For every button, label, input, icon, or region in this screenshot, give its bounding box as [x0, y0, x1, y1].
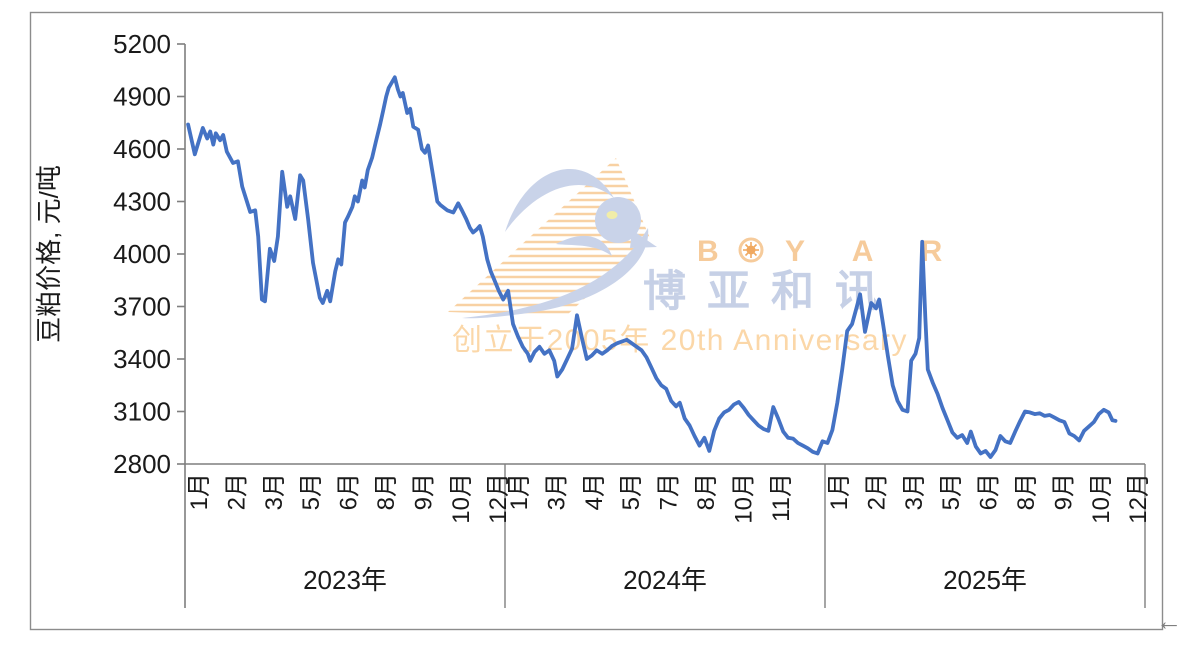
month-tick-label: 8月	[693, 473, 720, 510]
y-tick-label: 3100	[113, 397, 171, 427]
month-tick-label: 1月	[826, 473, 853, 510]
y-tick-label: 4900	[113, 82, 171, 112]
month-tick-label: 10月	[1088, 473, 1115, 524]
year-label: 2023年	[303, 565, 387, 595]
resize-arrow-icon: ←	[1156, 606, 1178, 636]
month-tick-label: 8月	[373, 473, 400, 510]
month-tick-label: 5月	[298, 473, 325, 510]
month-tick-label: 10月	[448, 473, 475, 524]
y-tick-label: 3700	[113, 292, 171, 322]
month-tick-label: 8月	[1013, 473, 1040, 510]
bird-eye-icon	[606, 211, 618, 219]
month-tick-label: 5月	[938, 473, 965, 510]
year-label: 2025年	[943, 565, 1027, 595]
year-label: 2024年	[623, 565, 707, 595]
month-tick-label: 6月	[976, 473, 1003, 510]
chart-border	[29, 11, 1164, 631]
watermark-brand-b: B	[697, 235, 739, 268]
y-axis-title: 豆粕价格, 元/吨	[34, 165, 64, 343]
month-tick-label: 12月	[485, 473, 512, 524]
y-tick-label: 3400	[113, 344, 171, 374]
month-tick-label: 9月	[410, 473, 437, 510]
y-tick-label: 4300	[113, 187, 171, 217]
month-tick-label: 1月	[186, 473, 213, 510]
y-tick-label: 5200	[113, 29, 171, 59]
sun-o-icon	[738, 237, 764, 263]
month-tick-label: 11月	[768, 473, 795, 522]
month-tick-label: 2月	[223, 473, 250, 510]
watermark-brand-yar: Y A R	[785, 235, 962, 268]
month-tick-label: 5月	[618, 473, 645, 510]
month-tick-label: 3月	[543, 473, 570, 510]
price-line-series	[186, 75, 1118, 459]
month-tick-label: 10月	[730, 473, 757, 524]
month-tick-label: 6月	[336, 473, 363, 510]
month-tick-label: 3月	[901, 473, 928, 510]
y-tick-label: 4600	[113, 134, 171, 164]
watermark-brand-cn: 博亚和讯	[643, 268, 899, 316]
month-tick-label: 2月	[863, 473, 890, 510]
month-tick-label: 3月	[261, 473, 288, 510]
month-tick-label: 9月	[1050, 473, 1077, 510]
boyar-bird-logo-icon	[462, 169, 657, 319]
axes: 5200 4900 4600 4300 4000 3700 3400 3100 2800 1月 2月…	[113, 29, 1152, 608]
y-tick-label: 4000	[113, 239, 171, 269]
month-tick-label: 4月	[581, 473, 608, 510]
month-tick-label: 12月	[1125, 473, 1152, 524]
y-tick-label: 2800	[113, 449, 171, 479]
month-tick-label: 7月	[656, 473, 683, 510]
month-tick-label: 1月	[506, 473, 533, 510]
